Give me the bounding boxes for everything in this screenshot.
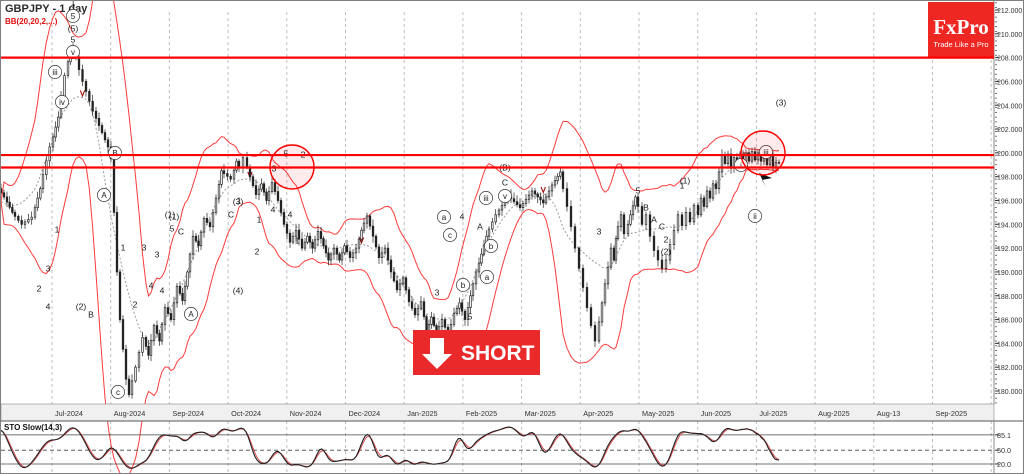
svg-text:5: 5 bbox=[170, 224, 175, 234]
svg-text:Trade Like a Pro: Trade Like a Pro bbox=[933, 40, 988, 49]
svg-text:192.000: 192.000 bbox=[997, 246, 1022, 253]
svg-text:5: 5 bbox=[636, 186, 641, 196]
svg-text:85.1: 85.1 bbox=[997, 431, 1011, 440]
svg-text:Feb-2025: Feb-2025 bbox=[466, 409, 497, 418]
svg-text:c: c bbox=[116, 388, 120, 397]
svg-text:4: 4 bbox=[160, 286, 165, 296]
svg-text:Nov-2024: Nov-2024 bbox=[290, 409, 322, 418]
svg-text:(2): (2) bbox=[661, 247, 672, 257]
svg-text:194.000: 194.000 bbox=[997, 222, 1022, 229]
svg-text:A: A bbox=[651, 215, 657, 225]
svg-text:5: 5 bbox=[71, 35, 76, 45]
svg-text:a: a bbox=[442, 213, 447, 222]
svg-text:208.000: 208.000 bbox=[997, 56, 1022, 63]
svg-text:Oct-2024: Oct-2024 bbox=[231, 409, 261, 418]
svg-text:204.000: 204.000 bbox=[997, 103, 1022, 110]
svg-text:SHORT: SHORT bbox=[461, 342, 535, 365]
svg-text:188.000: 188.000 bbox=[997, 294, 1022, 301]
svg-text:C: C bbox=[228, 210, 234, 220]
svg-text:c: c bbox=[448, 231, 452, 240]
svg-text:Jan-2025: Jan-2025 bbox=[407, 409, 437, 418]
svg-text:A: A bbox=[477, 222, 483, 232]
svg-text:198.000: 198.000 bbox=[997, 175, 1022, 182]
svg-text:Aug-2024: Aug-2024 bbox=[114, 409, 146, 418]
svg-text:(5): (5) bbox=[68, 24, 79, 34]
svg-text:2: 2 bbox=[664, 235, 669, 245]
svg-text:Aug-2025: Aug-2025 bbox=[818, 409, 850, 418]
svg-text:180.000: 180.000 bbox=[997, 389, 1022, 396]
svg-text:Mar-2025: Mar-2025 bbox=[525, 409, 556, 418]
svg-text:20.0: 20.0 bbox=[997, 460, 1011, 469]
svg-text:50.0: 50.0 bbox=[997, 446, 1011, 455]
svg-text:3: 3 bbox=[155, 250, 160, 260]
svg-text:3: 3 bbox=[142, 243, 147, 253]
svg-text:v: v bbox=[503, 192, 507, 201]
svg-text:Aug-13: Aug-13 bbox=[877, 409, 901, 418]
svg-text:1: 1 bbox=[295, 236, 300, 246]
svg-text:3: 3 bbox=[597, 227, 602, 237]
svg-text:182.000: 182.000 bbox=[997, 365, 1022, 372]
svg-text:3: 3 bbox=[435, 288, 440, 298]
svg-text:iii: iii bbox=[483, 194, 489, 203]
svg-text:May-2025: May-2025 bbox=[642, 409, 674, 418]
svg-text:4: 4 bbox=[149, 281, 154, 291]
svg-text:1: 1 bbox=[55, 225, 60, 235]
svg-text:B: B bbox=[643, 203, 649, 213]
svg-text:1: 1 bbox=[680, 181, 685, 191]
svg-text:Jul-2025: Jul-2025 bbox=[759, 409, 787, 418]
svg-text:5: 5 bbox=[71, 12, 76, 21]
svg-text:2: 2 bbox=[133, 300, 138, 310]
svg-text:Jul-2024: Jul-2024 bbox=[55, 409, 83, 418]
svg-text:184.000: 184.000 bbox=[997, 341, 1022, 348]
svg-text:BB(20,20,2,...): BB(20,20,2,...) bbox=[5, 17, 58, 26]
svg-text:C: C bbox=[502, 178, 508, 188]
svg-text:190.000: 190.000 bbox=[997, 270, 1022, 277]
svg-text:4: 4 bbox=[271, 205, 276, 215]
svg-text:4: 4 bbox=[288, 210, 293, 220]
svg-text:2: 2 bbox=[37, 284, 42, 294]
svg-text:C: C bbox=[659, 222, 665, 232]
svg-text:B: B bbox=[112, 149, 117, 158]
svg-text:3: 3 bbox=[46, 264, 51, 274]
svg-text:C: C bbox=[178, 227, 184, 237]
svg-text:FxPro: FxPro bbox=[933, 15, 989, 39]
svg-text:A: A bbox=[188, 310, 194, 319]
svg-text:STO Slow(14,3): STO Slow(14,3) bbox=[4, 423, 62, 432]
svg-text:a: a bbox=[485, 273, 490, 282]
svg-text:5: 5 bbox=[468, 312, 473, 322]
svg-text:(1): (1) bbox=[169, 212, 180, 222]
svg-text:2: 2 bbox=[255, 247, 260, 257]
svg-text:b: b bbox=[489, 242, 494, 251]
svg-text:1: 1 bbox=[121, 243, 126, 253]
svg-text:4: 4 bbox=[460, 212, 465, 222]
svg-text:186.000: 186.000 bbox=[997, 318, 1022, 325]
svg-text:v: v bbox=[71, 48, 75, 57]
svg-text:iv: iv bbox=[59, 98, 65, 107]
svg-text:ii: ii bbox=[753, 212, 757, 221]
svg-text:212.000: 212.000 bbox=[997, 8, 1022, 15]
svg-text:A: A bbox=[101, 191, 107, 200]
svg-text:(4): (4) bbox=[233, 286, 244, 296]
svg-text:1: 1 bbox=[237, 196, 242, 206]
svg-text:B: B bbox=[88, 310, 94, 320]
svg-text:(2): (2) bbox=[76, 302, 87, 312]
svg-text:1: 1 bbox=[257, 215, 262, 225]
svg-text:Dec-2024: Dec-2024 bbox=[349, 409, 381, 418]
svg-text:202.000: 202.000 bbox=[997, 127, 1022, 134]
svg-text:Sep-2024: Sep-2024 bbox=[172, 409, 204, 418]
svg-text:b: b bbox=[461, 281, 466, 290]
svg-text:196.000: 196.000 bbox=[997, 199, 1022, 206]
svg-text:200.000: 200.000 bbox=[997, 151, 1022, 158]
svg-text:4: 4 bbox=[46, 302, 51, 312]
svg-text:Jun-2025: Jun-2025 bbox=[701, 409, 731, 418]
svg-text:1: 1 bbox=[71, 1, 76, 8]
svg-text:iii: iii bbox=[52, 68, 58, 77]
svg-text:Apr-2025: Apr-2025 bbox=[583, 409, 613, 418]
svg-text:i: i bbox=[740, 161, 742, 170]
svg-text:210.000: 210.000 bbox=[997, 32, 1022, 39]
svg-text:206.000: 206.000 bbox=[997, 79, 1022, 86]
svg-text:(3): (3) bbox=[776, 98, 787, 108]
svg-text:Sep-2025: Sep-2025 bbox=[936, 409, 968, 418]
